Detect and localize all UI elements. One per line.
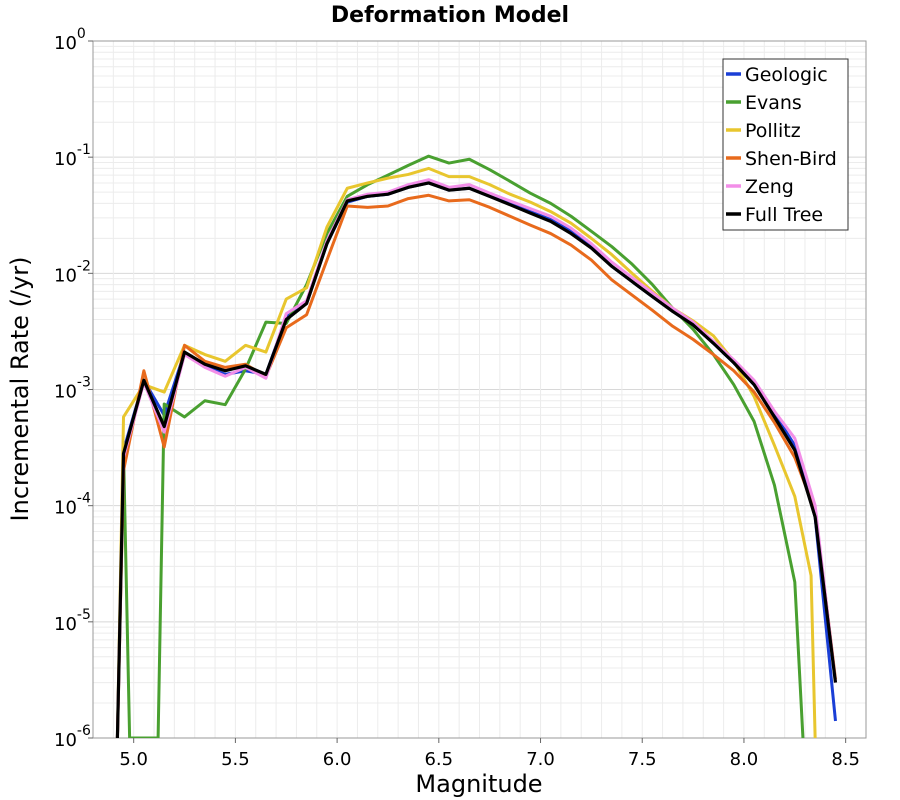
x-tick-label: 7.5 [628, 749, 657, 770]
legend-items: Geologic Evans Pollitz Shen-Bird Zeng Full Tr… [726, 64, 837, 226]
series-pollitz [115, 166, 817, 738]
series-line [115, 193, 837, 738]
legend-entry: Pollitz [745, 120, 801, 142]
x-axis-label: Magnitude [415, 770, 542, 798]
series-shen-bird [115, 193, 837, 738]
legend: Geologic Evans Pollitz Shen-Bird Zeng Full Tr… [722, 58, 849, 231]
y-axis-label: Incremental Rate (/yr) [6, 257, 34, 522]
chart-title: Deformation Model [331, 3, 569, 28]
series-full-tree [115, 181, 838, 738]
series-evans [122, 154, 805, 738]
legend-box [722, 58, 849, 231]
legend-entry: Zeng [745, 176, 794, 198]
y-tick-label: 10-2 [54, 258, 91, 286]
x-tick-label: 6.0 [323, 749, 352, 770]
series-line [115, 181, 838, 738]
y-axis-ticks: 100 10-1 10-2 10-3 10-4 10-5 10-6 [54, 26, 93, 751]
x-tick-label: 8.0 [730, 749, 759, 770]
legend-entry: Evans [745, 92, 802, 114]
y-tick-label: 10-3 [54, 375, 91, 403]
x-axis-ticks: 5.0 5.5 6.0 6.5 7.0 7.5 8.0 8.5 [119, 738, 860, 770]
x-tick-label: 6.5 [424, 749, 453, 770]
y-tick-label: 100 [54, 26, 86, 54]
series-layer [115, 154, 838, 738]
y-tick-label: 10-1 [54, 142, 91, 170]
y-tick-label: 10-5 [54, 607, 91, 635]
series-line [115, 166, 817, 738]
legend-entry: Shen-Bird [745, 148, 837, 170]
legend-entry: Geologic [745, 64, 828, 86]
y-tick-label: 10-4 [54, 491, 91, 519]
series-line [122, 154, 805, 738]
grid [92, 41, 867, 739]
x-tick-label: 7.0 [526, 749, 555, 770]
y-tick-label: 10-6 [54, 723, 91, 751]
x-tick-label: 5.5 [221, 749, 250, 770]
legend-entry: Full Tree [745, 204, 823, 226]
x-tick-label: 8.5 [831, 749, 860, 770]
x-tick-label: 5.0 [119, 749, 148, 770]
